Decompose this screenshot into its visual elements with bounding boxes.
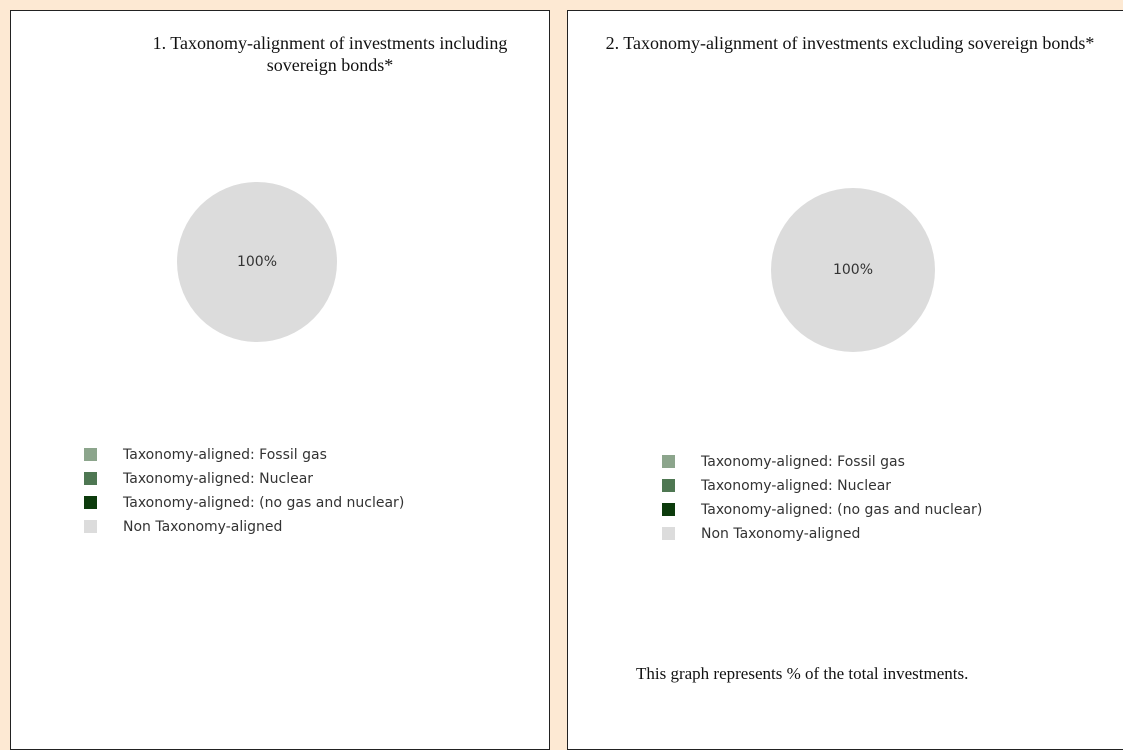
legend-swatch: [84, 472, 97, 485]
legend-label: Taxonomy-aligned: Nuclear: [122, 471, 313, 487]
pie-slice: [177, 182, 337, 342]
legend-label: Taxonomy-aligned: Fossil gas: [122, 447, 327, 463]
legend-label: Taxonomy-aligned: (no gas and nuclear): [122, 495, 404, 511]
data-label: 100%: [237, 254, 277, 270]
legend-swatch: [84, 448, 97, 461]
legend-label: Taxonomy-aligned: Nuclear: [700, 478, 891, 494]
legend-label: Non Taxonomy-aligned: [123, 519, 282, 535]
legend-swatch: [662, 455, 675, 468]
legend-swatch: [662, 503, 675, 516]
legend-swatch: [662, 527, 675, 540]
legend-label: Taxonomy-aligned: (no gas and nuclear): [700, 502, 982, 518]
panel: [10, 10, 550, 750]
legend-label: Non Taxonomy-aligned: [701, 526, 860, 542]
panel: [567, 10, 1123, 750]
legend-swatch: [84, 520, 97, 533]
note: This graph represents % of the total inv…: [636, 664, 969, 683]
pie-slice: [771, 188, 935, 352]
chart-title: 1. Taxonomy-alignment of investments inc…: [152, 33, 508, 75]
data-label: 100%: [833, 262, 873, 278]
legend-swatch: [84, 496, 97, 509]
legend-swatch: [662, 479, 675, 492]
legend-label: Taxonomy-aligned: Fossil gas: [700, 454, 905, 470]
chart-title: 2. Taxonomy-alignment of investments exc…: [605, 33, 1095, 53]
